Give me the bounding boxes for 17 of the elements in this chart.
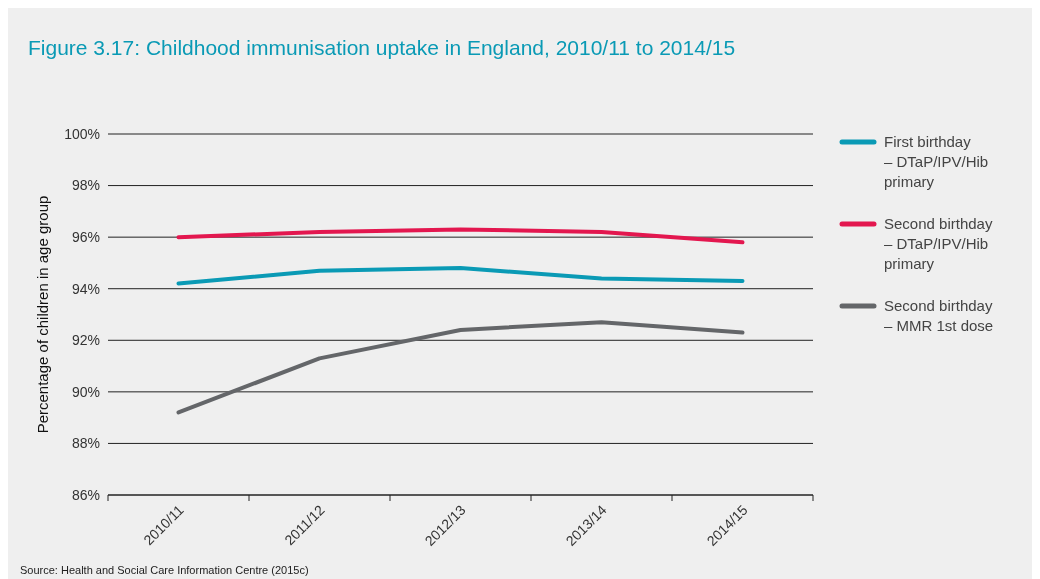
legend-label: First birthday – DTaP/IPV/Hib primary bbox=[884, 133, 989, 190]
line-series bbox=[176, 266, 745, 286]
source-note: Source: Health and Social Care Information Centre (2015c) bbox=[20, 564, 309, 576]
y-tick-label: 96% bbox=[71, 229, 100, 246]
y-tick-label: 94% bbox=[71, 280, 100, 297]
line-series bbox=[176, 227, 745, 245]
y-tick-label: 88% bbox=[71, 435, 100, 452]
y-tick-label: 92% bbox=[71, 332, 100, 349]
y-tick-label: 86% bbox=[71, 486, 100, 503]
y-tick-label: 90% bbox=[71, 383, 100, 400]
chart-title: Figure 3.17: Childhood immunisation uptake in England, 2010/11 to 2014/15 bbox=[28, 36, 736, 59]
legend-label: Second birthday – MMR 1st dose bbox=[884, 297, 994, 334]
y-tick-label: 100% bbox=[64, 125, 100, 142]
legend-label: Second birthday – DTaP/IPV/Hib primary bbox=[884, 215, 993, 272]
y-tick-label: 98% bbox=[71, 177, 100, 194]
line-series bbox=[176, 320, 745, 415]
y-axis-title: Percentage of children in age group bbox=[34, 195, 51, 434]
